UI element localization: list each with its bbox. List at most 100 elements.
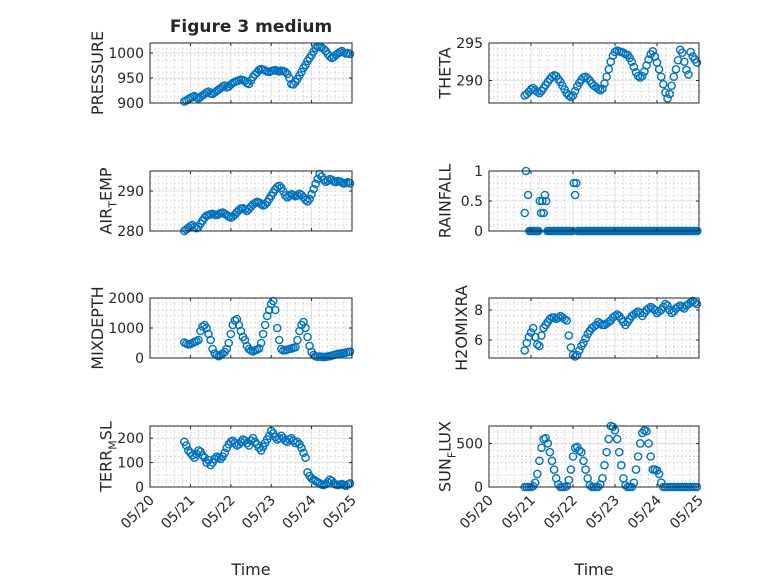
data-point (575, 346, 584, 355)
data-point (210, 454, 219, 464)
y-axis-label-subscript: F (445, 452, 458, 458)
data-point (536, 208, 546, 218)
data-point (692, 58, 702, 67)
y-axis-label: RAINFALL (435, 164, 454, 239)
axes-frame (488, 425, 700, 488)
data-point (345, 179, 355, 188)
data-point (301, 323, 310, 333)
data-point (656, 72, 666, 82)
data-point (638, 71, 647, 81)
y-tick-label: 0.5 (461, 194, 483, 210)
data-point (297, 67, 306, 77)
data-point (535, 456, 544, 466)
data-point (260, 200, 270, 209)
y-tick-label: 1 (474, 164, 483, 180)
data-point (619, 48, 628, 58)
axes-frame (488, 297, 700, 359)
x-axis-label-left: Time (230, 560, 270, 579)
y-axis-label-main: AIR (96, 208, 115, 235)
data-point (543, 439, 553, 448)
data-point (323, 176, 333, 185)
y-tick-label: 500 (456, 436, 483, 452)
data-point (520, 208, 530, 218)
y-axis-label: THETA (435, 47, 454, 99)
y-tick-label: 295 (456, 36, 483, 52)
y-axis-label-subscript: T (106, 201, 119, 209)
data-point (568, 350, 578, 360)
data-point (272, 323, 282, 333)
y-tick-label: 2000 (108, 291, 144, 307)
data-point (530, 478, 540, 487)
figure-title: Figure 3 medium (170, 17, 332, 37)
data-point (230, 438, 240, 448)
data-point (533, 469, 542, 479)
y-tick-label: 0 (474, 224, 483, 240)
y-tick-label: 950 (117, 71, 144, 87)
data-point (220, 81, 230, 90)
data-point (629, 62, 639, 72)
data-point (301, 60, 310, 70)
data-point (644, 439, 653, 448)
y-tick-label: 200 (117, 431, 144, 447)
data-point (604, 64, 614, 74)
data-point (663, 301, 672, 310)
data-point (635, 439, 645, 448)
data-point (228, 320, 238, 330)
data-point (524, 332, 534, 342)
data-point (258, 329, 268, 339)
data-point (301, 453, 310, 463)
y-axis-label: TERRMSL (96, 421, 119, 493)
data-point (541, 196, 551, 206)
data-point (612, 434, 622, 444)
y-tick-label: 0 (135, 480, 144, 496)
data-point (523, 190, 533, 200)
panel-rainfall: 0 0.5 1 RAINFALL (435, 164, 702, 240)
data-point (564, 475, 574, 485)
data-point (236, 437, 246, 447)
data-point (564, 331, 574, 340)
data-point (669, 72, 679, 82)
data-point (671, 64, 681, 74)
y-axis-label-main: PRESSURE (88, 31, 107, 115)
data-point (289, 436, 298, 445)
data-point (568, 91, 578, 100)
y-axis-label: MIXDEPTH (88, 286, 107, 369)
data-point (537, 331, 546, 340)
y-axis-label: AIRTEMP (96, 167, 119, 234)
data-point (293, 335, 302, 345)
data-point (254, 344, 264, 353)
data-point (545, 314, 555, 324)
data-point (665, 89, 674, 99)
data-point (682, 65, 691, 75)
data-point (663, 94, 672, 103)
data-point (268, 296, 278, 306)
data-point (254, 443, 264, 453)
data-point (289, 80, 298, 89)
data-point (583, 73, 593, 83)
data-point (537, 443, 546, 453)
data-point (570, 352, 580, 361)
series-markers (180, 296, 355, 362)
data-point (617, 460, 626, 470)
data-point (285, 191, 294, 201)
data-point (631, 465, 641, 474)
y-tick-label: 0 (474, 480, 483, 496)
data-point (568, 452, 578, 461)
x-tick-label: 05/20 (118, 493, 158, 533)
y-tick-label: 290 (456, 74, 483, 90)
data-point (299, 448, 308, 458)
data-point (293, 437, 302, 447)
data-point (194, 335, 203, 345)
y-axis-label-tail: LUX (435, 421, 454, 452)
data-point (600, 460, 609, 470)
data-point (533, 87, 542, 97)
data-point (323, 477, 333, 487)
data-point (311, 179, 320, 189)
data-point (325, 52, 335, 61)
y-axis-label: H2OMIXRA (452, 285, 471, 371)
data-point (572, 350, 582, 360)
data-point (206, 460, 215, 470)
x-tick-label: 05/24 (280, 492, 320, 532)
data-point (593, 84, 603, 94)
